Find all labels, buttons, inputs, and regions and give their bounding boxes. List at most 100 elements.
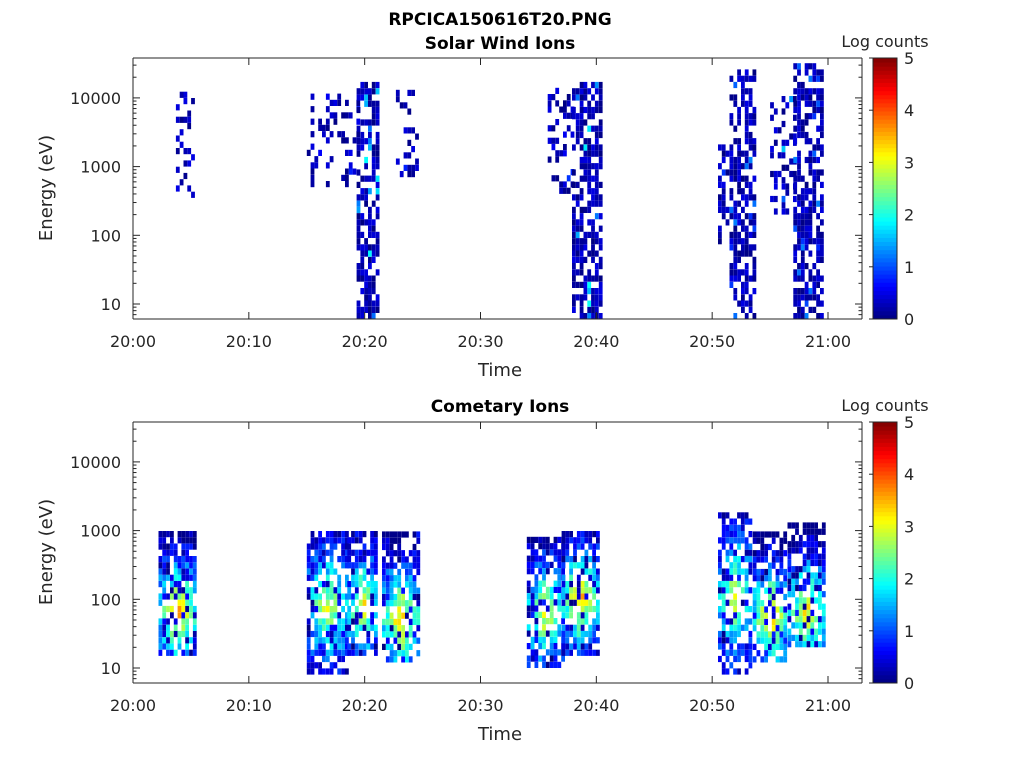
heatmap-cell [389,600,394,607]
heatmap-cell [526,593,531,600]
heatmap-cell [572,231,576,238]
heatmap-cell [185,624,189,631]
heatmap-cell [800,194,805,201]
heatmap-cell [185,593,189,600]
heatmap-cell [538,643,543,650]
heatmap-cell [393,656,398,663]
heatmap-cell [752,269,757,276]
heatmap-cell [322,549,326,556]
heatmap-cell [773,170,778,178]
heatmap-cell [360,144,365,151]
heatmap-cell [771,550,776,557]
heatmap-cell [329,568,334,575]
heatmap-cell [181,531,186,538]
colorbar-segment [873,475,897,480]
heatmap-cell [575,125,580,132]
heatmap-cell [764,587,768,594]
heatmap-cell [318,624,322,631]
heatmap-cell [587,169,592,176]
heatmap-cell [800,125,805,132]
heatmap-cell [177,599,182,606]
heatmap-cell [718,549,722,556]
heatmap-cell [725,512,730,519]
heatmap-cell [356,275,361,282]
heatmap-cell [591,163,595,170]
heatmap-cell [314,618,319,625]
heatmap-cell [733,244,738,251]
y-tick-label: 10000 [70,453,121,472]
colorbar-segment [873,548,897,553]
heatmap-cell [793,170,797,178]
heatmap-cell [752,113,757,120]
heatmap-cell [764,618,768,625]
heatmap-cell [787,572,792,579]
heatmap-cell [744,175,749,182]
heatmap-cell [764,543,768,551]
heatmap-cell [397,543,402,551]
heatmap-cell [800,275,805,282]
heatmap-cell [360,275,365,282]
heatmap-cell [345,612,349,619]
heatmap-cell [538,636,543,643]
heatmap-cell [591,200,595,207]
heatmap-cell [791,534,796,542]
y-tick-label: 10 [101,659,121,678]
heatmap-cell [798,603,803,610]
heatmap-cell [382,587,386,594]
heatmap-cell [591,194,595,201]
heatmap-cell [314,562,319,569]
heatmap-cell [389,587,394,594]
heatmap-cell [364,294,368,301]
heatmap-cell [318,568,322,575]
heatmap-cell [158,581,163,588]
heatmap-cell [561,574,566,581]
colorbar-tick-label: 5 [904,413,914,432]
heatmap-cell [345,668,349,675]
heatmap-cell [565,599,570,606]
heatmap-cell [401,531,405,538]
heatmap-cell [591,306,595,313]
heatmap-cell [405,556,409,563]
heatmap-cell [596,649,600,656]
colorbar-segment [873,430,897,435]
heatmap-cell [542,580,546,587]
heatmap-cell [553,580,558,587]
heatmap-cell [351,531,355,538]
heatmap-cell [775,606,780,613]
heatmap-cell [737,568,741,575]
heatmap-cell [185,556,189,563]
heatmap-cell [347,562,352,569]
heatmap-cell [733,238,738,245]
heatmap-cell [741,81,745,89]
heatmap-cell [401,593,405,601]
heatmap-cell [325,137,330,144]
heatmap-cell [583,313,588,319]
heatmap-cell [569,531,573,538]
heatmap-cell [806,566,811,573]
heatmap-cell [787,603,792,610]
heatmap-cell [821,609,826,616]
heatmap-cell [310,181,315,188]
heatmap-cell [760,550,765,557]
heatmap-cell [806,616,811,623]
heatmap-cell [594,138,599,145]
heatmap-cell [375,131,380,139]
colorbar-segment [873,613,897,619]
heatmap-cell [345,137,349,144]
heatmap-cell [812,100,817,107]
heatmap-cell [775,631,780,638]
heatmap-cell [721,581,726,588]
heatmap-cell [341,618,345,625]
heatmap-cell [741,175,745,182]
heatmap-cell [729,163,734,170]
heatmap-cell [534,561,539,568]
heatmap-cell [572,294,576,301]
heatmap-cell [545,593,550,600]
heatmap-cell [808,188,813,195]
heatmap-cell [183,98,188,105]
heatmap-cell [542,618,546,625]
heatmap-cell [329,112,334,119]
heatmap-cell [810,547,815,554]
heatmap-cell [579,244,584,251]
heatmap-cell [752,313,757,319]
